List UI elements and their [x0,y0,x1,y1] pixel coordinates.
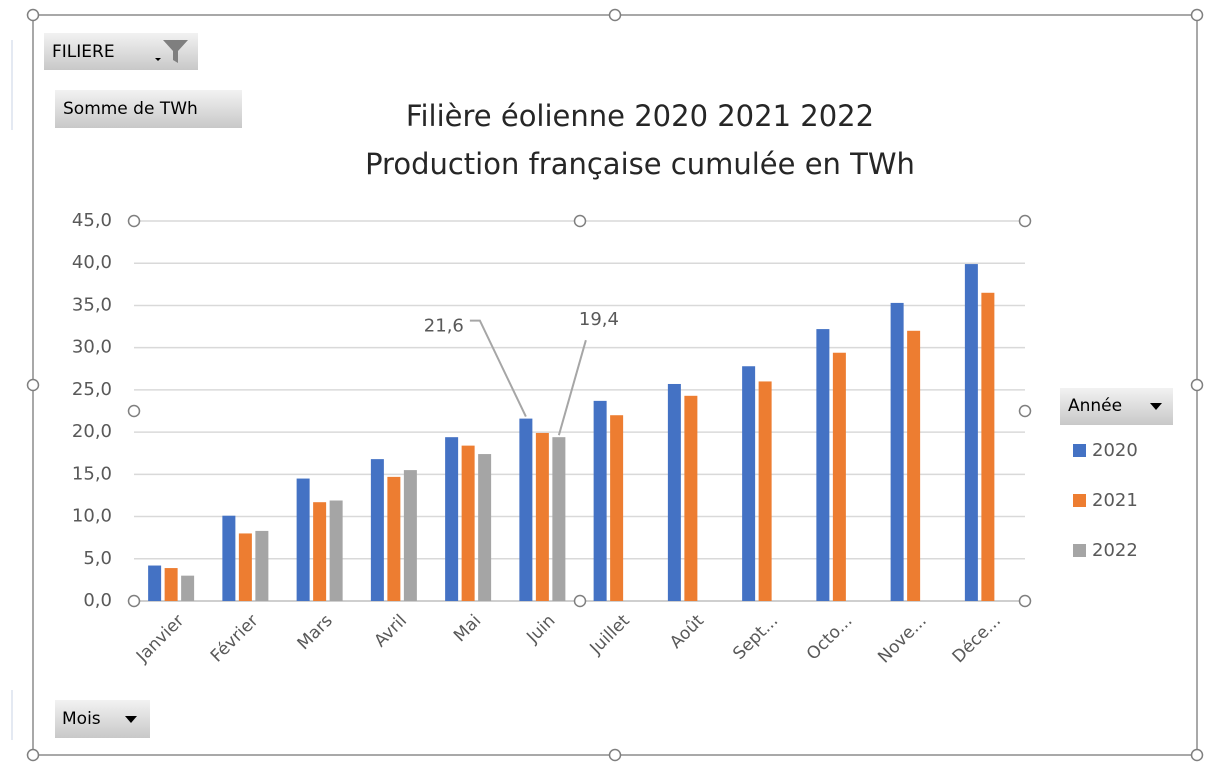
y-tick-label: 30,0 [72,337,112,358]
resize-handle [26,378,40,392]
y-tick-label: 35,0 [72,294,112,315]
y-tick-label: 45,0 [72,210,112,231]
legend-label: 2022 [1092,540,1138,561]
bar [478,454,492,601]
legend-swatch [1073,444,1086,457]
bar [907,330,921,601]
resize-handle [1190,8,1204,22]
bar [329,500,343,601]
bar [313,502,327,601]
bar [222,515,236,601]
legend-swatch [1073,494,1086,507]
resize-handle [1190,378,1204,392]
resize-handle [26,8,40,22]
legend-label: 2020 [1092,440,1138,461]
bar [445,437,459,601]
resize-handle [1190,748,1204,762]
bar [742,366,756,601]
bar [296,478,310,601]
chart-subtitle: Production française cumulée en TWh [365,147,915,181]
dropdown-arrow [1150,403,1162,410]
resize-handle [608,8,622,22]
resize-handle [26,748,40,762]
chart-title: Filière éolienne 2020 2021 2022 [406,99,874,133]
y-tick-label: 10,0 [72,506,112,527]
button-label: Année [1068,396,1122,416]
button-bg [44,33,198,70]
bar [148,565,162,601]
y-tick-label: 40,0 [72,252,112,273]
bar [667,383,681,601]
legend-label: 2021 [1092,490,1138,511]
legend-button[interactable]: Année [1060,388,1173,425]
resize-handle [127,594,141,608]
bar [181,575,195,601]
axis-button[interactable]: Mois [55,700,150,738]
resize-handle [1018,214,1032,228]
y-tick-label: 5,0 [83,548,112,569]
data-label: 19,4 [579,309,619,330]
resize-handle [1018,404,1032,418]
resize-handle [573,594,587,608]
bar [593,400,607,601]
y-tick-label: 20,0 [72,421,112,442]
y-tick-label: 0,0 [83,590,112,611]
bar [519,418,533,601]
bar [890,302,904,601]
bar [552,437,566,601]
button-label: Somme de TWh [63,99,198,119]
bar [370,459,384,601]
bar [981,292,995,601]
y-tick-label: 15,0 [72,463,112,484]
button-bg [55,90,242,128]
resize-handle [608,748,622,762]
bar [758,381,772,601]
bar [461,445,475,601]
y-tick-label: 25,0 [72,379,112,400]
bar [535,432,549,601]
bar [816,329,830,601]
bar [164,568,178,601]
button-label: FILIERE [52,42,115,62]
resize-handle [1018,594,1032,608]
filter-icon [163,40,188,63]
bar [403,470,417,601]
bar [255,530,269,601]
leader-line [469,319,527,418]
resize-handle [127,214,141,228]
resize-handle [573,214,587,228]
bar [684,395,698,601]
leader-line [557,339,587,436]
button-label: Mois [62,709,101,729]
bar [387,476,401,601]
bar [832,352,846,601]
legend-swatch [1073,544,1086,557]
dropdown-arrow [155,58,161,61]
resize-handle [127,404,141,418]
dropdown-arrow [125,716,137,723]
filter-button[interactable]: FILIERE [44,33,198,70]
data-label: 21,6 [424,316,464,337]
value-button[interactable]: Somme de TWh [55,90,242,128]
selection-handles [26,8,1204,762]
bar [610,415,624,601]
bar [238,533,252,601]
bar [964,264,978,601]
